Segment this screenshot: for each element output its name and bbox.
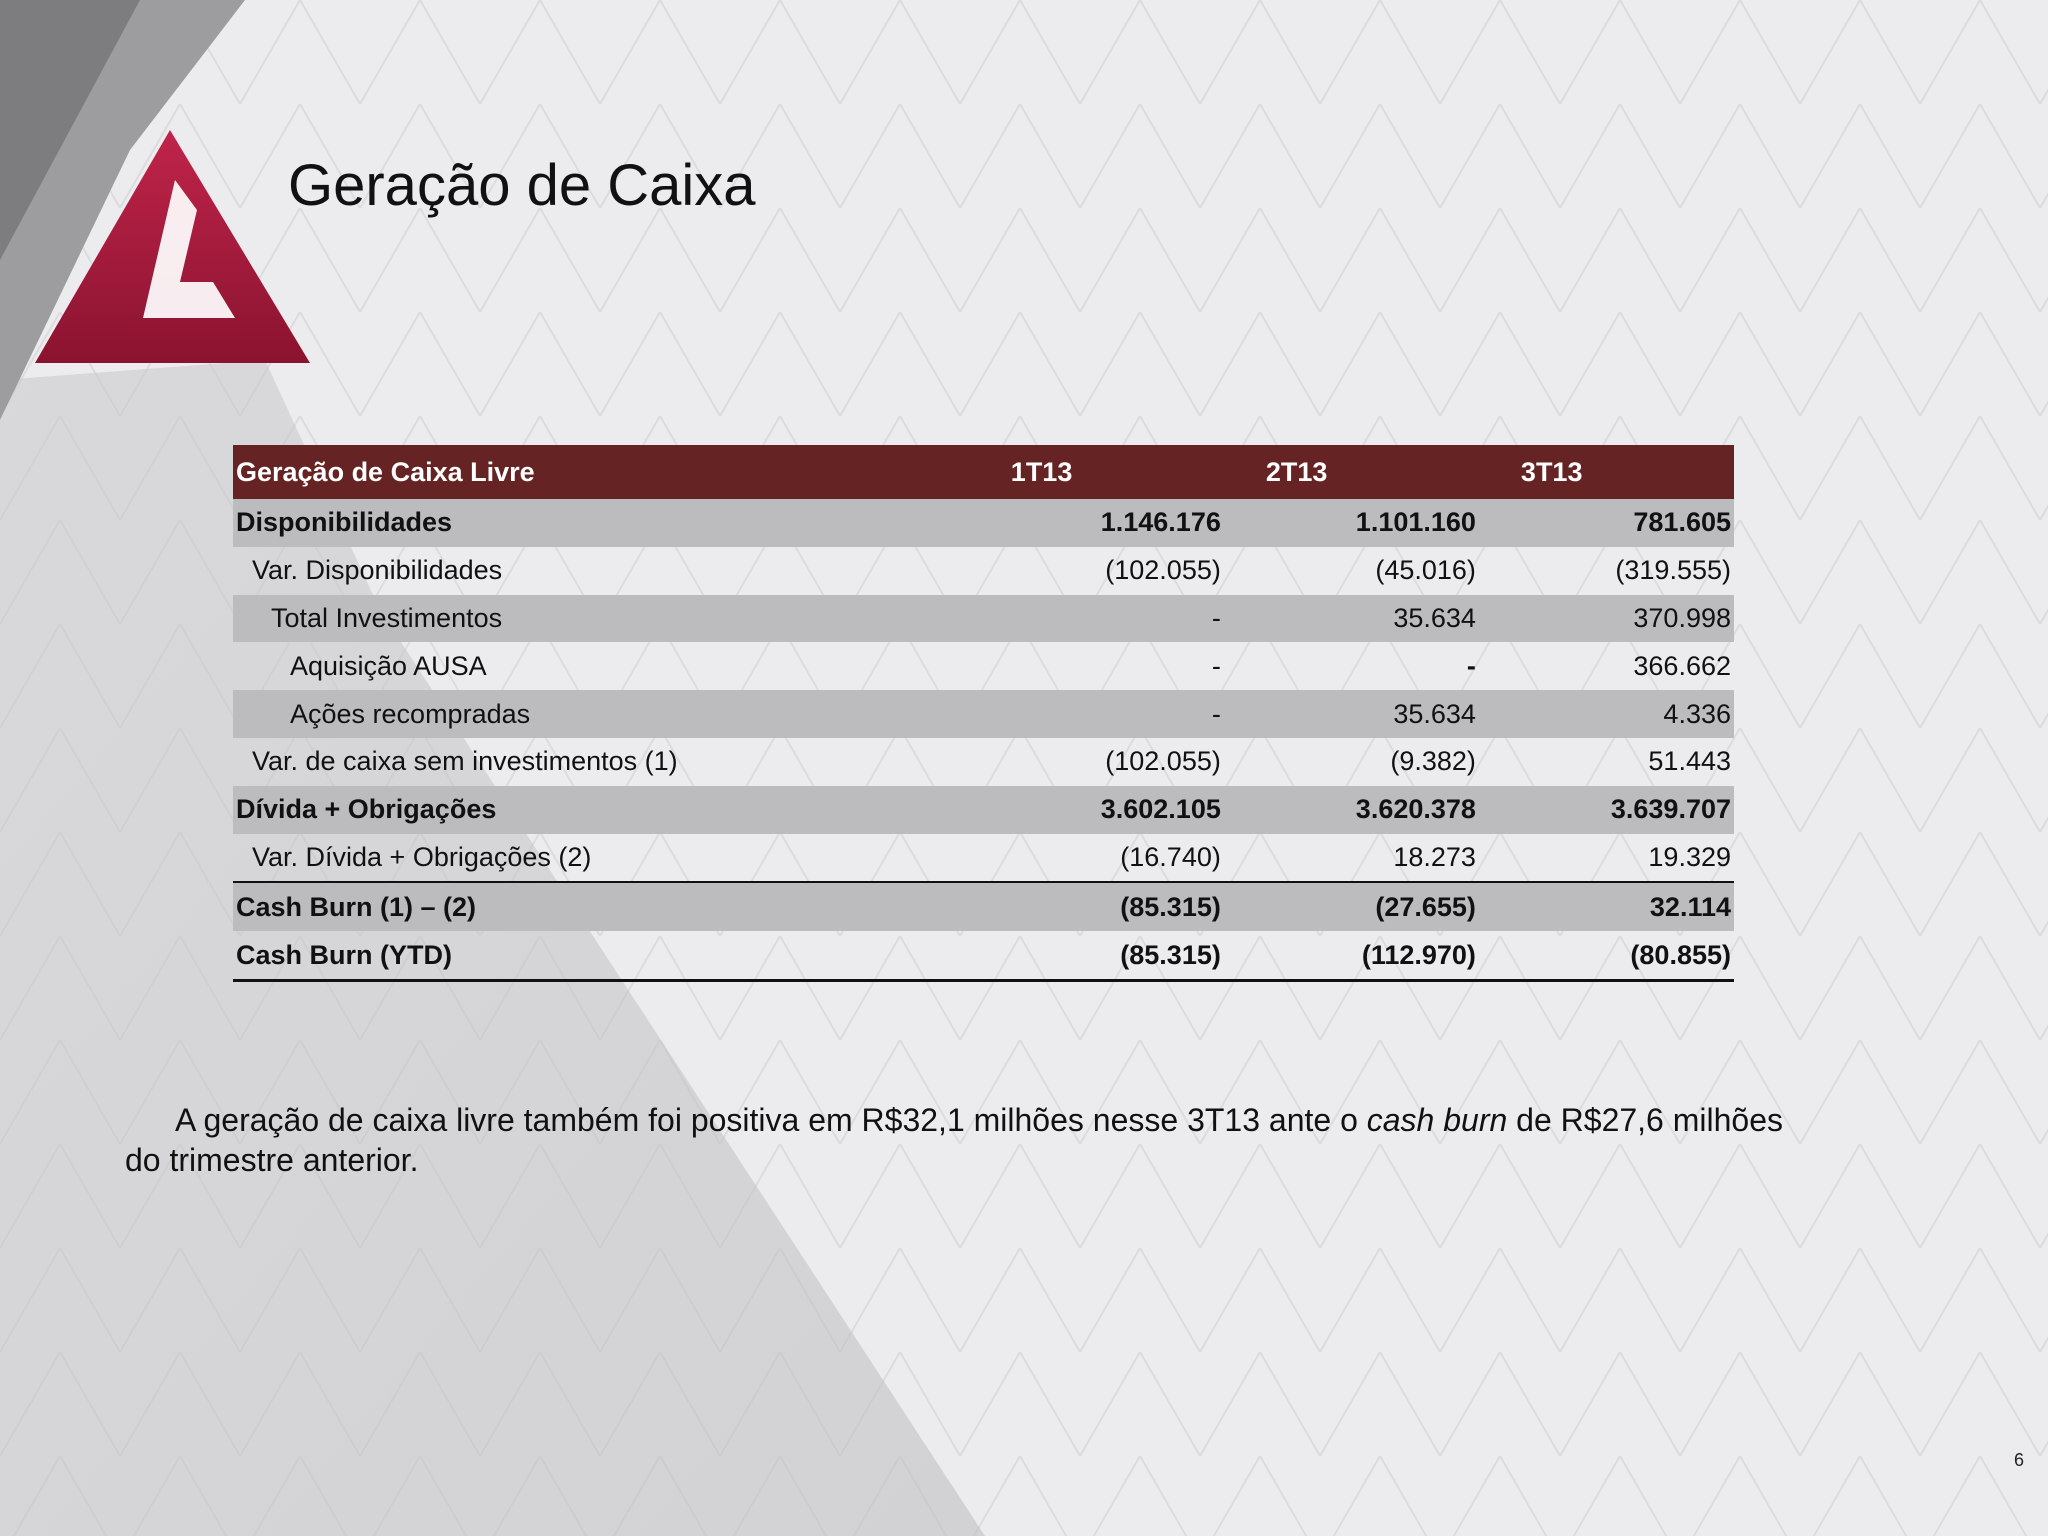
cell-2t13: 3.620.378	[1223, 785, 1479, 834]
commentary-italic: cash burn	[1366, 1102, 1508, 1138]
cell-3t13: 3.639.707	[1478, 785, 1734, 834]
commentary-text: A geração de caixa livre também foi posi…	[125, 1100, 1805, 1180]
cell-1t13: 3.602.105	[968, 785, 1224, 834]
cell-3t13: (319.555)	[1615, 555, 1731, 586]
row-label: Cash Burn (1) – (2)	[233, 881, 969, 932]
cell-3t13: 32.114	[1478, 881, 1734, 932]
slide-title: Geração de Caixa	[288, 153, 756, 218]
company-logo	[35, 130, 310, 363]
header-label: Geração de Caixa Livre	[233, 445, 969, 499]
page-number: 6	[2014, 1450, 2025, 1470]
table-row: Var. Dívida + Obrigações (2) (16.740) 18…	[233, 834, 1734, 883]
cell-3t13: 4.336	[1478, 690, 1734, 738]
commentary-part-2: de R$27,6 milhões do trimestre anterior.	[125, 1102, 1783, 1178]
cell-2t13: 35.634	[1223, 690, 1479, 738]
cell-2t13: (27.655)	[1223, 881, 1479, 932]
header-2t13: 2T13	[1223, 445, 1479, 499]
cell-1t13: (16.740)	[1120, 841, 1221, 872]
table-header-row: Geração de Caixa Livre 1T13 2T13 3T13	[233, 445, 1734, 499]
cash-generation-table: Geração de Caixa Livre 1T13 2T13 3T13 Di…	[233, 445, 1734, 982]
cell-2t13: (112.970)	[1223, 931, 1479, 982]
row-label: Var. de caixa sem investimentos (1)	[252, 746, 678, 777]
row-label: Cash Burn (YTD)	[233, 931, 969, 982]
table-row: Disponibilidades 1.146.176 1.101.160 781…	[233, 499, 1734, 547]
cell-3t13: 51.443	[1648, 746, 1731, 777]
cell-2t13: (9.382)	[1390, 746, 1476, 777]
cell-1t13: (102.055)	[1105, 555, 1221, 586]
commentary-part-1: A geração de caixa livre também foi posi…	[175, 1102, 1367, 1138]
row-label: Var. Disponibilidades	[252, 555, 503, 586]
cell-1t13: -	[1211, 650, 1221, 681]
cell-3t13: 366.662	[1633, 650, 1731, 681]
cell-2t13: 18.273	[1393, 841, 1476, 872]
cell-2t13: 35.634	[1223, 594, 1479, 643]
cell-2t13: (45.016)	[1375, 555, 1476, 586]
table-row: Var. de caixa sem investimentos (1) (102…	[233, 738, 1734, 786]
table-row: Aquisição AUSA - - 366.662	[233, 642, 1734, 690]
header-1t13: 1T13	[968, 445, 1224, 499]
cell-1t13: 1.146.176	[968, 499, 1224, 547]
row-label: Aquisição AUSA	[290, 650, 487, 681]
table-row: Total Investimentos - 35.634 370.998	[233, 594, 1734, 643]
cell-2t13: -	[1466, 650, 1476, 681]
cell-2t13: 1.101.160	[1223, 499, 1479, 547]
row-label: Dívida + Obrigações	[233, 785, 969, 834]
cell-3t13: 370.998	[1478, 594, 1734, 643]
row-label: Total Investimentos	[233, 594, 969, 643]
table-row: Cash Burn (YTD) (85.315) (112.970) (80.8…	[233, 931, 1734, 982]
table-row: Cash Burn (1) – (2) (85.315) (27.655) 32…	[233, 881, 1734, 932]
cell-3t13: 781.605	[1478, 499, 1734, 547]
cell-1t13: (85.315)	[968, 881, 1224, 932]
cell-3t13: 19.329	[1648, 841, 1731, 872]
cell-1t13: -	[968, 690, 1224, 738]
cell-1t13: -	[968, 594, 1224, 643]
table-row: Var. Disponibilidades (102.055) (45.016)…	[233, 547, 1734, 595]
table-row: Dívida + Obrigações 3.602.105 3.620.378 …	[233, 785, 1734, 834]
cell-3t13: (80.855)	[1478, 931, 1734, 982]
table-row: Ações recompradas - 35.634 4.336	[233, 690, 1734, 738]
row-label: Ações recompradas	[233, 690, 969, 738]
cell-1t13: (85.315)	[968, 931, 1224, 982]
row-label: Disponibilidades	[233, 499, 969, 547]
header-3t13: 3T13	[1478, 445, 1734, 499]
cell-1t13: (102.055)	[1105, 746, 1221, 777]
row-label: Var. Dívida + Obrigações (2)	[252, 841, 592, 872]
